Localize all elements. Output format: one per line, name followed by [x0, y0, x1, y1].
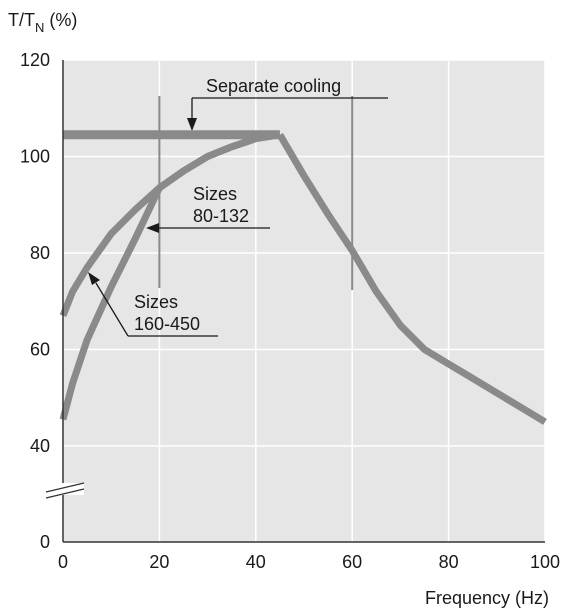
- x-tick-label: 80: [439, 552, 459, 572]
- annotation-separate-cooling: Separate cooling: [206, 76, 341, 96]
- plot-background: [63, 60, 545, 542]
- x-tick-label: 20: [149, 552, 169, 572]
- series-common: [276, 133, 547, 425]
- annotation-sizes-80-132-line1: Sizes: [193, 184, 237, 204]
- tick-labels: 0 20 40 60 80 100 0 40 60 80 100 120: [20, 50, 560, 572]
- arrow-sizes-160-450: [88, 272, 100, 285]
- x-tick-label: 0: [58, 552, 68, 572]
- annotation-sizes-80-132-line2: 80-132: [193, 206, 249, 226]
- x-tick-label: 40: [246, 552, 266, 572]
- axis-break-gap: [46, 483, 84, 495]
- y-tick-label: 60: [30, 340, 50, 360]
- axis-break-mark-1: [45, 482, 85, 493]
- curves: [59, 130, 547, 425]
- y-tick-label: 40: [30, 436, 50, 456]
- y-tick-label: 0: [40, 532, 50, 552]
- y-tick-label: 120: [20, 50, 50, 70]
- axis-break-mark-2: [45, 488, 85, 499]
- y-tick-label: 100: [20, 147, 50, 167]
- annotation-sizes-160-450-line1: Sizes: [134, 292, 178, 312]
- annotations: Separate cooling Sizes 80-132 Sizes 160-…: [88, 76, 388, 337]
- x-axis-label: Frequency (Hz): [425, 588, 549, 608]
- y-tick-label: 80: [30, 243, 50, 263]
- x-tick-label: 60: [342, 552, 362, 572]
- leader-sizes-160-450-diag: [95, 282, 129, 337]
- series-sizes-160-450: [59, 131, 281, 421]
- y-axis-label: T/TN (%): [8, 10, 77, 35]
- arrow-sizes-80-132: [146, 223, 159, 233]
- y-axis-label-subscript: N: [35, 20, 44, 35]
- arrow-separate-cooling: [187, 118, 197, 131]
- x-tick-label: 100: [530, 552, 560, 572]
- axes: [45, 60, 545, 543]
- annotation-sizes-160-450-line2: 160-450: [134, 314, 200, 334]
